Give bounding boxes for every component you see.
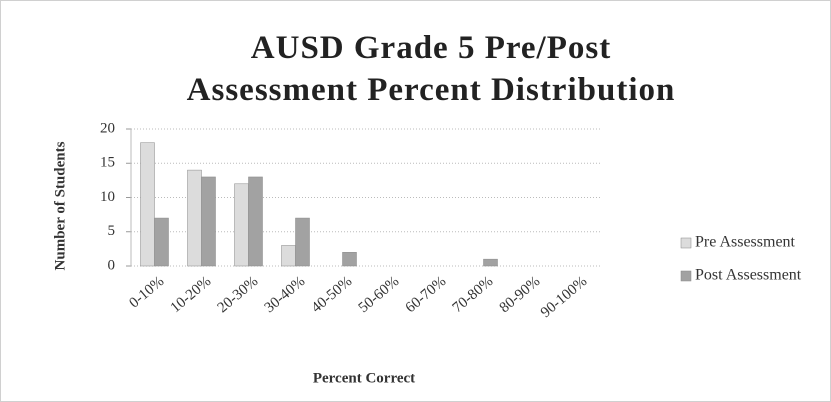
x-tick-label: 90-100% [538, 273, 590, 321]
chart-title: AUSD Grade 5 Pre/Post Assessment Percent… [186, 30, 676, 108]
bar [154, 217, 169, 267]
x-tick-label: 40-50% [309, 273, 356, 316]
x-tick-label: 30-40% [262, 273, 309, 316]
x-tick-label: 10-20% [168, 273, 215, 316]
bar [140, 142, 155, 267]
legend-swatch [680, 270, 692, 282]
x-axis-title: Percent Correct [313, 370, 415, 386]
bar [248, 176, 263, 267]
legend-label: Post Assessment [695, 267, 802, 284]
bar [234, 183, 249, 267]
x-tick-label: 0-10% [126, 273, 167, 311]
bar [483, 258, 498, 267]
y-tick-label: 15 [100, 155, 115, 171]
bar [187, 169, 202, 267]
y-tick-label: 5 [108, 223, 116, 239]
bar [342, 252, 357, 267]
y-tick-label: 20 [100, 120, 115, 136]
x-tick-label: 20-30% [215, 273, 262, 316]
y-axis-title: Number of Students [52, 141, 68, 270]
x-tick-label: 80-90% [497, 273, 544, 316]
y-tick-label: 0 [108, 257, 116, 273]
legend-label: Pre Assessment [695, 234, 796, 251]
x-tick-label: 50-60% [356, 273, 403, 316]
y-tick-label: 10 [100, 189, 115, 205]
legend-swatch [680, 237, 692, 249]
x-tick-label: 70-80% [450, 273, 497, 316]
bar [295, 217, 310, 267]
bar [201, 176, 216, 267]
x-tick-label: 60-70% [403, 273, 450, 316]
bar [281, 245, 296, 267]
